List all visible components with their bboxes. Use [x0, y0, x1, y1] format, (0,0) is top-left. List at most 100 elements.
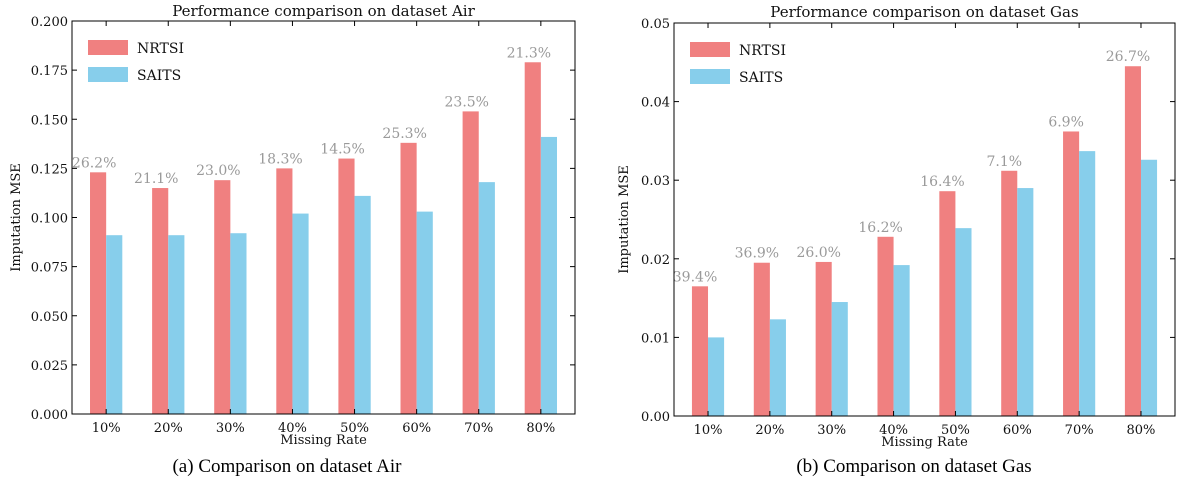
improvement-label-3: 18.3% [258, 151, 302, 167]
x-tick-label-6: 70% [464, 421, 493, 436]
improvement-label-5: 25.3% [382, 126, 426, 142]
bar-saits-6 [1079, 151, 1096, 416]
bar-nrtsi-5 [400, 142, 417, 414]
y-axis-label: Imputation MSE [617, 165, 632, 274]
bar-nrtsi-1 [753, 262, 770, 416]
chart-title: Performance comparison on dataset Gas [770, 3, 1078, 21]
legend-swatch-nrtsi [690, 42, 730, 57]
x-tick-label-4: 50% [941, 423, 970, 438]
bar-nrtsi-1 [152, 188, 169, 414]
chart-gas: 39.4% 36.9% 26.0% 16.2% 16.4% 7.1% 6.9% 26.7% 0.… [617, 3, 1176, 477]
x-tick-label-0: 10% [694, 423, 723, 438]
bar-nrtsi-0 [691, 286, 709, 416]
y-tick-label-8: 0.200 [31, 15, 68, 30]
improvement-label-1: 36.9% [735, 246, 779, 262]
bar-saits-2 [831, 302, 848, 416]
improvement-label-0: 26.2% [72, 155, 116, 171]
x-tick-label-2: 30% [817, 423, 846, 438]
bar-saits-1 [769, 319, 786, 416]
legend-label-saits: SAITS [137, 68, 181, 84]
y-tick-label-6: 0.150 [31, 113, 68, 128]
y-tick-label-4: 0.100 [31, 212, 68, 227]
legend: NRTSI SAITS [88, 40, 184, 84]
bar-nrtsi-2 [214, 180, 231, 414]
y-tick-label-1: 0.025 [31, 359, 68, 374]
x-axis-label: Missing Rate [881, 435, 968, 450]
improvement-label-6: 6.9% [1048, 114, 1084, 130]
improvement-label-6: 23.5% [445, 94, 489, 110]
x-tick-label-6: 70% [1065, 423, 1094, 438]
bar-saits-0 [106, 235, 123, 414]
bar-nrtsi-4 [939, 191, 956, 416]
improvement-label-7: 21.3% [507, 45, 551, 61]
y-tick-label-7: 0.175 [31, 64, 68, 79]
improvement-label-2: 23.0% [196, 163, 240, 179]
bar-nrtsi-7 [1124, 66, 1141, 416]
improvement-label-3: 16.2% [858, 220, 902, 236]
x-tick-label-3: 40% [879, 423, 908, 438]
improvement-label-5: 7.1% [986, 154, 1022, 170]
improvement-label-4: 16.4% [920, 174, 964, 190]
x-tick-label-7: 80% [526, 421, 555, 436]
improvement-label-7: 26.7% [1106, 49, 1150, 65]
bar-saits-4 [955, 228, 972, 416]
bar-nrtsi-5 [1001, 170, 1018, 416]
x-tick-label-1: 20% [755, 423, 784, 438]
x-tick-label-4: 50% [340, 421, 369, 436]
x-tick-label-2: 30% [216, 421, 245, 436]
bar-nrtsi-6 [462, 111, 479, 414]
improvement-label-2: 26.0% [796, 245, 840, 261]
x-tick-label-7: 80% [1127, 423, 1156, 438]
bar-saits-6 [478, 182, 495, 414]
legend-label-nrtsi: NRTSI [137, 41, 184, 57]
legend-swatch-saits [88, 67, 128, 82]
bar-saits-7 [1140, 159, 1158, 416]
y-tick-label-5: 0.125 [31, 162, 68, 177]
plot-frame [673, 22, 1176, 417]
improvement-label-1: 21.1% [134, 171, 178, 187]
bar-nrtsi-7 [524, 62, 541, 415]
x-axis-label: Missing Rate [280, 433, 367, 448]
bar-saits-3 [893, 265, 910, 416]
y-tick-label-3: 0.075 [31, 261, 68, 276]
bar-saits-3 [292, 213, 309, 414]
legend-swatch-saits [690, 69, 730, 84]
bar-saits-1 [168, 235, 185, 414]
figure-caption: (a) Comparison on dataset Air [172, 456, 402, 477]
improvement-label-0: 39.4% [673, 269, 717, 285]
bar-saits-0 [708, 337, 725, 416]
y-axis-label: Imputation MSE [9, 163, 24, 272]
bar-nrtsi-6 [1063, 131, 1080, 416]
chart-title: Performance comparison on dataset Air [172, 2, 475, 20]
chart-air: 26.2% 21.1% 23.0% 18.3% 14.5% 25.3% 23.5% 21.3%… [9, 2, 576, 477]
legend-label-nrtsi: NRTSI [739, 43, 786, 59]
y-tick-label-2: 0.050 [31, 310, 68, 325]
x-tick-label-0: 10% [92, 421, 121, 436]
x-tick-label-5: 60% [402, 421, 431, 436]
legend-swatch-nrtsi [88, 40, 128, 55]
y-tick-label-4: 0.04 [641, 96, 670, 111]
x-tick-label-5: 60% [1003, 423, 1032, 438]
y-tick-label-3: 0.03 [641, 174, 670, 189]
bar-nrtsi-0 [90, 172, 107, 414]
y-tick-label-2: 0.02 [641, 253, 670, 268]
improvement-label-4: 14.5% [320, 142, 364, 158]
bar-saits-5 [1017, 188, 1034, 416]
x-tick-label-1: 20% [154, 421, 183, 436]
bar-saits-7 [540, 136, 557, 414]
y-tick-label-5: 0.05 [641, 17, 670, 32]
bar-saits-2 [230, 233, 247, 414]
figure-caption: (b) Comparison on dataset Gas [796, 456, 1031, 477]
legend: NRTSI SAITS [690, 42, 786, 86]
bar-nrtsi-3 [877, 236, 894, 416]
y-tick-label-0: 0.000 [31, 408, 68, 423]
bar-nrtsi-4 [338, 158, 355, 414]
y-tick-label-1: 0.01 [641, 331, 670, 346]
x-tick-label-3: 40% [278, 421, 307, 436]
bar-nrtsi-3 [276, 168, 293, 415]
bar-saits-5 [416, 211, 433, 414]
bar-saits-4 [354, 195, 371, 414]
bar-nrtsi-2 [815, 261, 832, 416]
legend-label-saits: SAITS [739, 70, 783, 86]
